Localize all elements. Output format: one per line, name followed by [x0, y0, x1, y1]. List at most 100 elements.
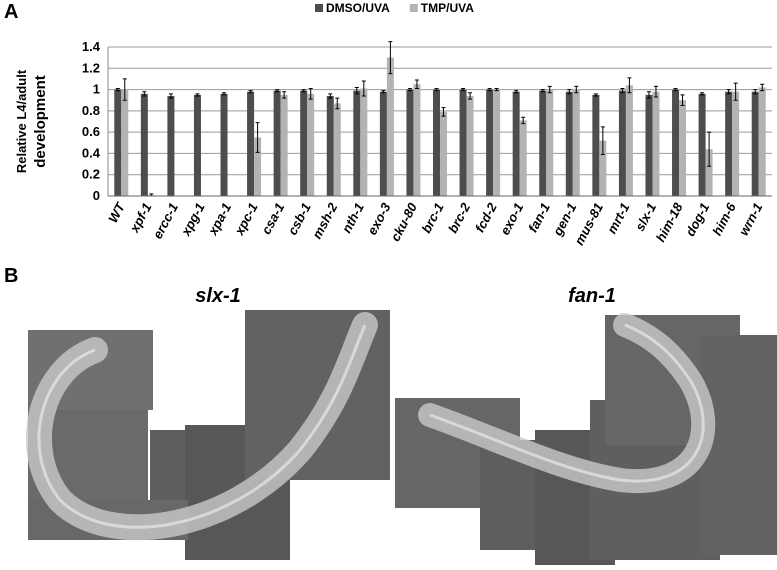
bar: [645, 94, 653, 196]
bar: [326, 95, 334, 196]
y-tick-label: 0.8: [82, 103, 100, 118]
y-tick-label: 1.4: [82, 39, 101, 54]
x-tick-label: dog-1: [682, 200, 712, 238]
error-bar: [547, 85, 552, 94]
error-bar: [275, 89, 280, 93]
x-tick-label: wrn-1: [736, 200, 766, 238]
error-bar: [414, 79, 419, 90]
bar: [486, 89, 494, 196]
bar: [459, 89, 467, 196]
bar: [280, 94, 288, 196]
error-bar: [335, 97, 340, 110]
x-tick-label: him-18: [653, 200, 686, 245]
error-bar: [388, 41, 393, 75]
y-axis-label: Relative L4/adult: [14, 69, 29, 173]
error-bar: [673, 88, 678, 92]
error-bar: [707, 131, 712, 167]
micrograph-left: [26, 310, 390, 560]
error-bar: [301, 89, 306, 93]
legend-label: TMP/UVA: [421, 1, 474, 15]
bar: [625, 85, 633, 196]
y-tick-label: 0: [93, 188, 100, 203]
error-bar: [760, 83, 765, 92]
error-bar: [494, 88, 499, 92]
legend-swatch: [315, 4, 323, 12]
image-title: slx-1: [195, 285, 241, 307]
error-bar: [680, 94, 685, 107]
error-bar: [567, 89, 572, 95]
error-bar: [361, 80, 366, 97]
x-tick-label: msh-2: [309, 200, 341, 242]
micrograph-right: [395, 313, 777, 565]
legend-label: DMSO/UVA: [326, 1, 390, 15]
error-bar: [487, 88, 492, 92]
bar: [433, 89, 440, 196]
x-tick-label: exo-1: [497, 200, 526, 237]
y-tick-label: 0.2: [82, 167, 100, 182]
x-tick-label: ercc-1: [150, 200, 181, 241]
error-bar: [308, 88, 313, 100]
x-tick-label: him-6: [709, 200, 739, 238]
bar: [466, 95, 474, 196]
bar: [220, 93, 228, 196]
panel-label: B: [4, 265, 18, 287]
bar: [307, 93, 315, 196]
error-bar: [733, 82, 738, 101]
bar: [725, 91, 733, 196]
y-tick-label: 1.2: [82, 60, 100, 75]
error-bar: [381, 90, 386, 94]
bar: [599, 140, 607, 196]
x-tick-label: slx-1: [632, 200, 659, 233]
error-bar: [441, 107, 446, 117]
bar: [698, 93, 706, 196]
error-bar: [195, 93, 200, 97]
bar: [273, 90, 281, 196]
panel-label: A: [4, 1, 18, 23]
error-bar: [600, 126, 605, 155]
error-bar: [540, 89, 545, 93]
error-bar: [468, 92, 473, 100]
error-bar: [328, 93, 333, 99]
error-bar: [354, 86, 359, 95]
bar: [193, 94, 201, 196]
x-tick-label: mrt-1: [604, 200, 633, 236]
bar: [679, 100, 687, 196]
bar: [539, 90, 547, 196]
bar: [572, 89, 580, 196]
y-axis-label: development: [32, 75, 49, 168]
error-bar: [434, 88, 439, 92]
x-tick-label: csa-1: [258, 200, 287, 236]
bar: [512, 91, 520, 196]
error-bar: [726, 89, 731, 95]
error-bar: [248, 90, 253, 94]
x-tick-label: cku-80: [388, 200, 421, 244]
image-title: fan-1: [568, 285, 616, 307]
bar: [333, 103, 341, 196]
error-bar: [461, 88, 466, 92]
x-tick-label: fan-1: [525, 200, 553, 234]
bar: [493, 89, 501, 196]
bar: [592, 94, 600, 196]
error-bar: [282, 91, 287, 99]
x-tick-label: xpf-1: [126, 200, 154, 235]
y-tick-label: 0.6: [82, 124, 100, 139]
x-tick-label: WT: [105, 199, 128, 225]
bar: [353, 90, 361, 196]
bar: [652, 91, 660, 196]
bar: [386, 57, 394, 197]
x-tick-label: brc-2: [445, 200, 474, 236]
error-bar: [115, 88, 120, 92]
bar: [519, 120, 527, 196]
error-bar: [255, 122, 260, 153]
error-bar: [514, 90, 519, 94]
error-bar: [574, 85, 579, 94]
error-bar: [142, 91, 147, 97]
bar: [167, 95, 175, 196]
bar: [751, 91, 759, 196]
bar: [254, 137, 262, 196]
bar: [758, 87, 766, 196]
bar: [672, 89, 680, 196]
bar: [413, 84, 421, 196]
bar: [114, 89, 122, 196]
x-tick-label: xpc-1: [231, 200, 261, 238]
